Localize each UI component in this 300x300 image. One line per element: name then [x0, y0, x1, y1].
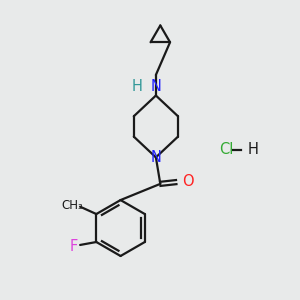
- Text: N: N: [151, 79, 161, 94]
- Text: CH₃: CH₃: [61, 199, 83, 212]
- Text: Cl: Cl: [219, 142, 234, 158]
- Text: O: O: [182, 174, 194, 189]
- Text: F: F: [70, 239, 78, 254]
- Text: H: H: [131, 79, 142, 94]
- Text: N: N: [151, 150, 161, 165]
- Text: H: H: [248, 142, 259, 158]
